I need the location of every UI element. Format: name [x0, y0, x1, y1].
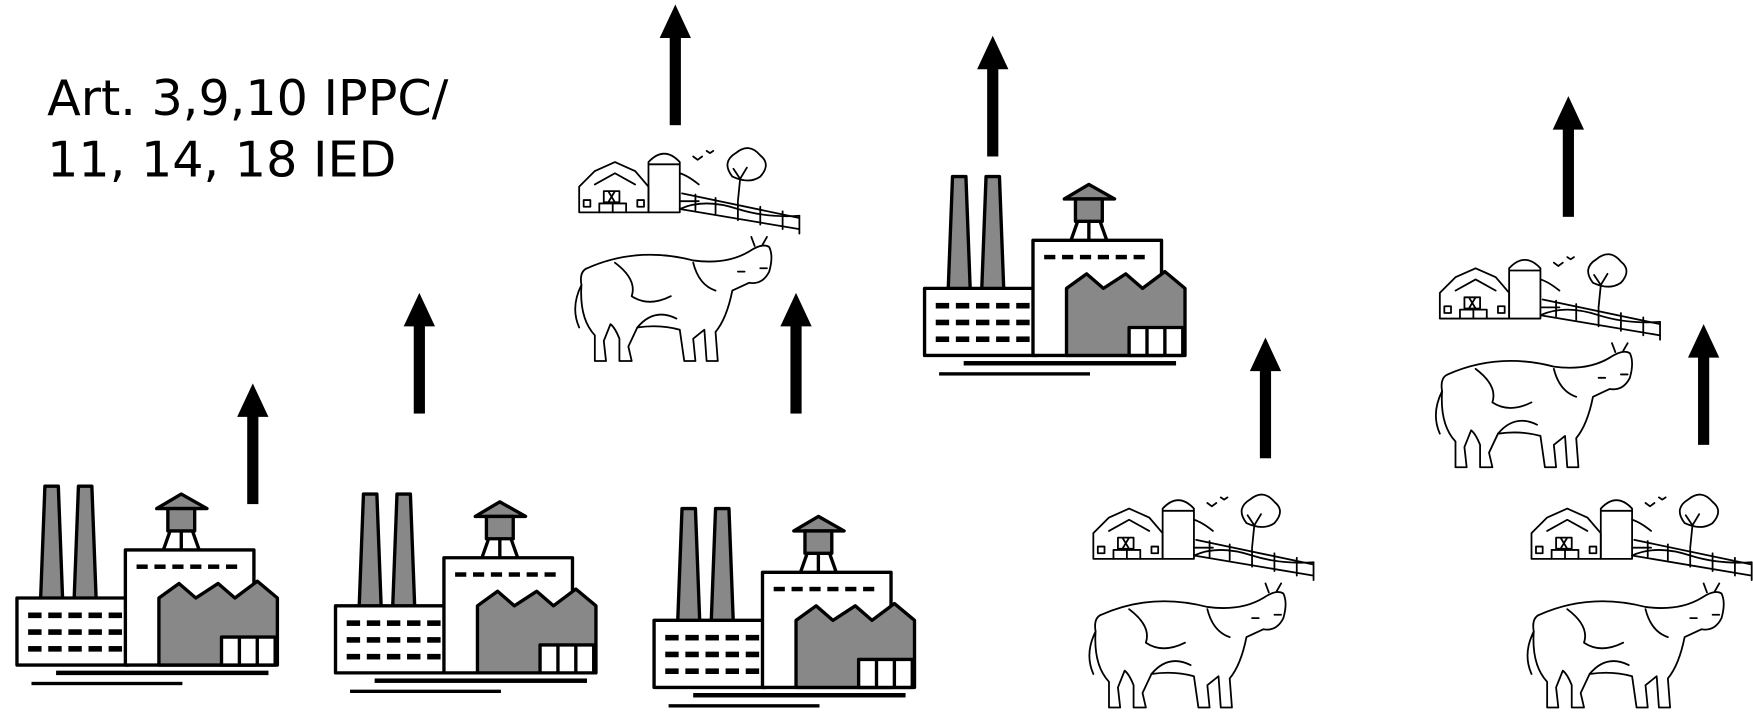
page: Art. 3,9,10 IPPC/ 11, 14, 18 IED (() => …	[0, 0, 1753, 712]
annotation-line: Art. 3,9,10 IPPC/	[47, 69, 449, 127]
arrow	[1250, 338, 1281, 459]
factory-icon	[654, 509, 914, 708]
farm-icon	[1436, 254, 1660, 467]
farm-icon	[1528, 495, 1752, 708]
arrow	[237, 383, 268, 504]
diagram: Art. 3,9,10 IPPC/ 11, 14, 18 IED	[0, 0, 1753, 712]
arrow	[1688, 324, 1719, 445]
annotation-line: 11, 14, 18 IED	[47, 131, 396, 189]
farm-icon	[575, 148, 799, 361]
factory-icon	[925, 177, 1185, 376]
factory-icon	[336, 494, 596, 693]
arrow	[780, 293, 811, 414]
farm-icon	[1089, 495, 1313, 708]
arrow	[1553, 96, 1584, 217]
arrow	[660, 4, 691, 125]
arrow	[977, 36, 1008, 157]
arrow	[404, 293, 435, 414]
factory-icon	[17, 486, 277, 685]
